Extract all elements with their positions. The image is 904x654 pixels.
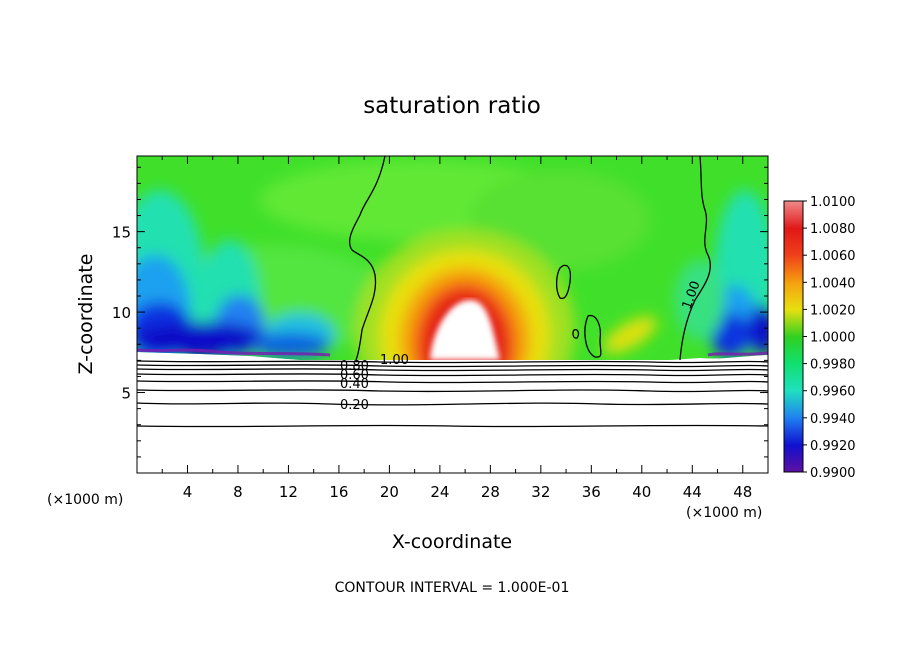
chart-title: saturation ratio	[363, 93, 541, 119]
contour-label: 0.80	[340, 359, 369, 374]
x-unit-label-left: (×1000 m)	[47, 492, 123, 508]
x-tick-label: 36	[582, 483, 601, 501]
y-tick-label: 10	[112, 304, 131, 322]
colorbar-segment	[784, 255, 803, 283]
x-tick-label: 28	[481, 483, 500, 501]
y-tick-label: 5	[121, 385, 131, 403]
x-tick-label: 32	[531, 483, 550, 501]
colorbar-label: 1.0020	[810, 303, 856, 318]
colorbar-label: 1.0040	[810, 276, 856, 291]
colorbar-label: 0.9980	[810, 358, 856, 373]
colorbar-segment	[784, 336, 803, 365]
x-tick-label: 16	[329, 483, 348, 501]
colorbar-label: 1.0000	[810, 331, 856, 346]
x-tick-label: 8	[233, 483, 243, 501]
y-axis: 5 10 15	[112, 166, 768, 458]
x-unit-label-right: (×1000 m)	[686, 505, 762, 521]
colorbar-segment	[784, 417, 803, 446]
contour-label: 0.20	[340, 398, 369, 413]
contour-label: 0.60	[340, 368, 369, 383]
colorbar-segment	[784, 201, 803, 229]
plot-frame	[136, 155, 769, 474]
colorbar-label: 1.0060	[810, 249, 856, 264]
saturation-field	[137, 156, 768, 473]
x-tick-label: 44	[683, 483, 702, 501]
x-tick-label: 24	[430, 483, 449, 501]
colorbar-segment	[784, 363, 803, 392]
x-tick-label: 48	[733, 483, 752, 501]
contour-label: 0.40	[340, 377, 369, 392]
colorbar-label: 0.9960	[810, 385, 856, 400]
colorbar: 1.0100 1.0080 1.0060 1.0040 1.0020 1.0000 0.99…	[783, 195, 856, 481]
colorbar-label: 0.9920	[810, 439, 856, 454]
x-tick-label: 40	[632, 483, 651, 501]
x-tick-label: 20	[380, 483, 399, 501]
colorbar-label: 1.0080	[810, 222, 856, 237]
colorbar-segment	[784, 282, 803, 310]
y-axis-label: Z-coordinate	[75, 254, 97, 375]
colorbar-label: 1.0100	[810, 195, 856, 210]
colorbar-label: 0.9900	[810, 466, 856, 481]
colorbar-label: 0.9940	[810, 412, 856, 427]
contour-label: 1.00	[380, 353, 409, 368]
contour-labels: 1.00 0.80 0.60 0.40 0.20 1.00	[340, 279, 704, 413]
colorbar-segment	[784, 390, 803, 419]
x-tick-label: 12	[279, 483, 298, 501]
x-axis: 4 8 12 16 20 24 28 32 36 40 44 48	[161, 156, 752, 501]
colorbar-segment	[784, 309, 803, 337]
x-axis-label: X-coordinate	[392, 531, 512, 553]
contour-interval-footer: CONTOUR INTERVAL = 1.000E-01	[335, 580, 570, 596]
x-tick-label: 4	[183, 483, 193, 501]
colorbar-segment	[784, 444, 803, 473]
colorbar-segment	[784, 228, 803, 256]
y-tick-label: 15	[112, 224, 131, 242]
contour-lines	[137, 156, 768, 428]
